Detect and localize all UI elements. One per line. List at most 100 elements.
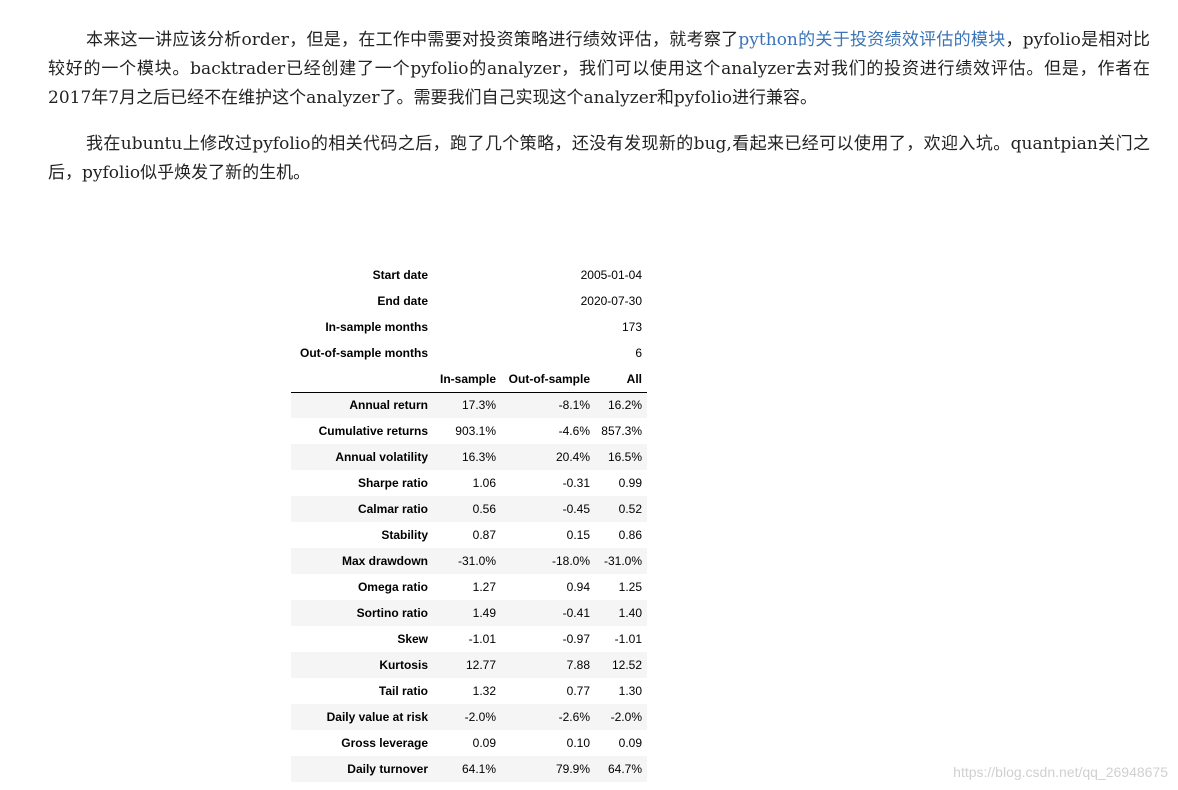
out-of-sample-value: 7.88 xyxy=(501,652,595,678)
info-section: Start date 2005-01-04 End date 2020-07-3… xyxy=(291,262,647,393)
in-sample-value: 1.06 xyxy=(472,476,496,490)
table-row: Sharpe ratio 1.06 -0.31 0.99 xyxy=(291,470,647,496)
intro-text-end: ，pyfolio是相对比较好的一个模块。backtrader已经创建了一个pyf… xyxy=(48,30,1150,108)
info-value: 173 xyxy=(621,320,642,334)
in-sample-value: 64.1% xyxy=(433,756,501,782)
metric-label: Annual volatility xyxy=(291,444,433,470)
in-sample-value: 17.3% xyxy=(433,392,501,418)
performance-stats-table: Start date 2005-01-04 End date 2020-07-3… xyxy=(291,262,647,782)
table-row: Tail ratio 1.32 0.77 1.30 xyxy=(291,678,647,704)
info-label: In-sample months xyxy=(325,320,428,334)
out-of-sample-value: 0.94 xyxy=(566,580,590,594)
in-sample-value: 0.87 xyxy=(472,528,496,542)
table-row: Annual return 17.3% -8.1% 16.2% xyxy=(291,392,647,418)
second-paragraph: 我在ubuntu上修改过pyfolio的相关代码之后，跑了几个策略，还没有发现新… xyxy=(48,134,1150,183)
all-value: -1.01 xyxy=(614,632,642,646)
out-of-sample-value: 20.4% xyxy=(501,444,595,470)
info-row: Start date 2005-01-04 xyxy=(291,262,647,288)
metric-label: Kurtosis xyxy=(291,652,433,678)
out-of-sample-value: 0.77 xyxy=(566,684,590,698)
performance-stats-figure: Start date 2005-01-04 End date 2020-07-3… xyxy=(291,262,647,782)
all-value: 0.52 xyxy=(595,496,647,522)
metric-label: Annual return xyxy=(291,392,433,418)
metric-label: Cumulative returns xyxy=(318,424,428,438)
all-value: 64.7% xyxy=(595,756,647,782)
info-row: In-sample months 173 xyxy=(291,314,647,340)
metric-label: Tail ratio xyxy=(378,684,428,698)
table-row: Kurtosis 12.77 7.88 12.52 xyxy=(291,652,647,678)
column-header-all: All xyxy=(595,366,647,393)
metric-label: Daily turnover xyxy=(291,756,433,782)
metric-label: Max drawdown xyxy=(291,548,433,574)
out-of-sample-value: -0.97 xyxy=(562,632,590,646)
metric-label: Sharpe ratio xyxy=(357,476,428,490)
all-value: 0.86 xyxy=(618,528,642,542)
metric-label: Calmar ratio xyxy=(291,496,433,522)
all-value: 12.52 xyxy=(595,652,647,678)
metric-label: Skew xyxy=(397,632,428,646)
in-sample-value: 0.09 xyxy=(472,736,496,750)
metric-label: Gross leverage xyxy=(341,736,428,750)
info-row: End date 2020-07-30 xyxy=(291,288,647,314)
column-header-empty xyxy=(291,366,433,393)
out-of-sample-value: -2.6% xyxy=(501,704,595,730)
metric-label: Sortino ratio xyxy=(291,600,433,626)
table-row: Cumulative returns 903.1% -4.6% 857.3% xyxy=(291,418,647,444)
in-sample-value: 1.27 xyxy=(472,580,496,594)
in-sample-value: 1.49 xyxy=(433,600,501,626)
out-of-sample-value: -0.45 xyxy=(501,496,595,522)
all-value: 1.30 xyxy=(618,684,642,698)
all-value: 1.25 xyxy=(618,580,642,594)
in-sample-value: 1.32 xyxy=(472,684,496,698)
table-row: Annual volatility 16.3% 20.4% 16.5% xyxy=(291,444,647,470)
all-value: 0.09 xyxy=(618,736,642,750)
all-value: -2.0% xyxy=(595,704,647,730)
out-of-sample-value: -0.31 xyxy=(562,476,590,490)
column-header-row: In-sample Out-of-sample All xyxy=(291,366,647,393)
table-row: Daily turnover 64.1% 79.9% 64.7% xyxy=(291,756,647,782)
out-of-sample-value: -4.6% xyxy=(558,424,590,438)
out-of-sample-value: 79.9% xyxy=(501,756,595,782)
out-of-sample-value: -0.41 xyxy=(501,600,595,626)
in-sample-value: 0.56 xyxy=(433,496,501,522)
table-row: Calmar ratio 0.56 -0.45 0.52 xyxy=(291,496,647,522)
info-value: 2005-01-04 xyxy=(580,268,642,282)
all-value: 0.99 xyxy=(618,476,642,490)
metric-label: Omega ratio xyxy=(357,580,428,594)
column-header-out-of-sample: Out-of-sample xyxy=(501,366,595,393)
out-of-sample-value: -18.0% xyxy=(501,548,595,574)
intro-text-start: 本来这一讲应该分析order，但是，在工作中需要对投资策略进行绩效评估，就考察了 xyxy=(86,30,739,50)
all-value: -31.0% xyxy=(595,548,647,574)
in-sample-value: -1.01 xyxy=(468,632,496,646)
csdn-watermark: https://blog.csdn.net/qq_26948675 xyxy=(953,764,1168,780)
info-label: Start date xyxy=(372,268,428,282)
table-row: Sortino ratio 1.49 -0.41 1.40 xyxy=(291,600,647,626)
table-row: Omega ratio 1.27 0.94 1.25 xyxy=(291,574,647,600)
all-value: 1.40 xyxy=(595,600,647,626)
table-row: Skew -1.01 -0.97 -1.01 xyxy=(291,626,647,652)
in-sample-value: 12.77 xyxy=(433,652,501,678)
table-row: Daily value at risk -2.0% -2.6% -2.0% xyxy=(291,704,647,730)
table-row: Stability 0.87 0.15 0.86 xyxy=(291,522,647,548)
table-row: Gross leverage 0.09 0.10 0.09 xyxy=(291,730,647,756)
out-of-sample-value: 0.10 xyxy=(566,736,590,750)
pyfolio-module-link[interactable]: python的关于投资绩效评估的模块 xyxy=(738,30,1006,50)
info-value: 6 xyxy=(635,346,642,360)
article-body: 本来这一讲应该分析order，但是，在工作中需要对投资策略进行绩效评估，就考察了… xyxy=(48,26,1150,188)
column-header-in-sample: In-sample xyxy=(433,366,501,393)
in-sample-value: -31.0% xyxy=(433,548,501,574)
info-label: Out-of-sample months xyxy=(300,346,428,360)
out-of-sample-value: 0.15 xyxy=(566,528,590,542)
info-label: End date xyxy=(377,294,428,308)
all-value: 16.2% xyxy=(595,392,647,418)
in-sample-value: 903.1% xyxy=(455,424,496,438)
in-sample-value: 16.3% xyxy=(433,444,501,470)
out-of-sample-value: -8.1% xyxy=(501,392,595,418)
table-row: Max drawdown -31.0% -18.0% -31.0% xyxy=(291,548,647,574)
all-value: 857.3% xyxy=(601,424,642,438)
metric-label: Daily value at risk xyxy=(291,704,433,730)
metric-label: Stability xyxy=(381,528,428,542)
metrics-section: Annual return 17.3% -8.1% 16.2% Cumulati… xyxy=(291,392,647,782)
in-sample-value: -2.0% xyxy=(433,704,501,730)
intro-paragraph: 本来这一讲应该分析order，但是，在工作中需要对投资策略进行绩效评估，就考察了… xyxy=(48,26,1150,113)
